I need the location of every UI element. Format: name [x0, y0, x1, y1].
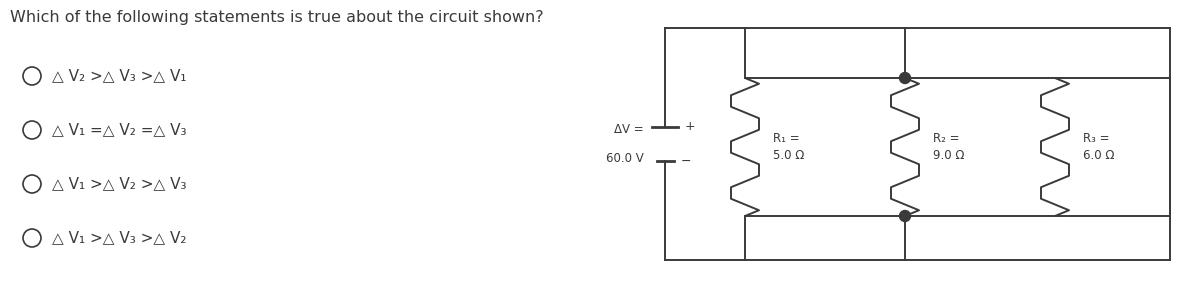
- Text: 60.0 V: 60.0 V: [606, 152, 644, 165]
- Text: △ V₁ >△ V₂ >△ V₃: △ V₁ >△ V₂ >△ V₃: [52, 177, 186, 192]
- Circle shape: [900, 73, 911, 84]
- Text: △ V₁ =△ V₂ =△ V₃: △ V₁ =△ V₂ =△ V₃: [52, 122, 186, 137]
- Text: −: −: [680, 154, 691, 168]
- Text: +: +: [685, 120, 696, 134]
- Text: ΔV =: ΔV =: [614, 123, 644, 136]
- Text: △ V₂ >△ V₃ >△ V₁: △ V₂ >△ V₃ >△ V₁: [52, 69, 186, 84]
- Text: R₂ =
9.0 Ω: R₂ = 9.0 Ω: [934, 132, 965, 162]
- Text: R₁ =
5.0 Ω: R₁ = 5.0 Ω: [773, 132, 804, 162]
- Circle shape: [900, 211, 911, 221]
- Text: △ V₁ >△ V₃ >△ V₂: △ V₁ >△ V₃ >△ V₂: [52, 230, 186, 245]
- Text: Which of the following statements is true about the circuit shown?: Which of the following statements is tru…: [10, 10, 544, 25]
- Text: R₃ =
6.0 Ω: R₃ = 6.0 Ω: [1084, 132, 1115, 162]
